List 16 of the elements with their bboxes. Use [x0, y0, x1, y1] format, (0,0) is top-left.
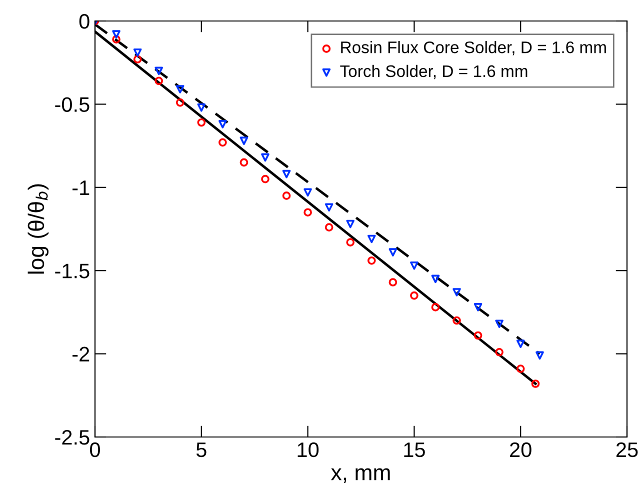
y-tick-label: -1.5: [55, 264, 90, 278]
x-tick-label: 0: [90, 442, 100, 458]
x-tick-label: 25: [616, 442, 638, 458]
legend-label: Rosin Flux Core Solder, D = 1.6 mm: [341, 41, 606, 56]
y-tick-label: 0: [79, 14, 90, 29]
x-tick-label: 5: [196, 442, 206, 458]
x-tick-label: 20: [510, 442, 532, 458]
x-tick-label: 10: [298, 442, 319, 458]
x-axis-title: x, mm: [331, 468, 390, 484]
x-tick-label: 15: [404, 442, 425, 458]
y-axis-title: log (θ/θ$_{b}$): [28, 184, 49, 274]
y-tick-label: -2.5: [55, 430, 90, 445]
legend-label: Torch Solder, D = 1.6 mm: [340, 64, 528, 80]
y-tick-label: -2: [72, 346, 90, 362]
y-tick-label: -1: [72, 180, 90, 195]
y-tick-label: -0.5: [55, 97, 90, 112]
